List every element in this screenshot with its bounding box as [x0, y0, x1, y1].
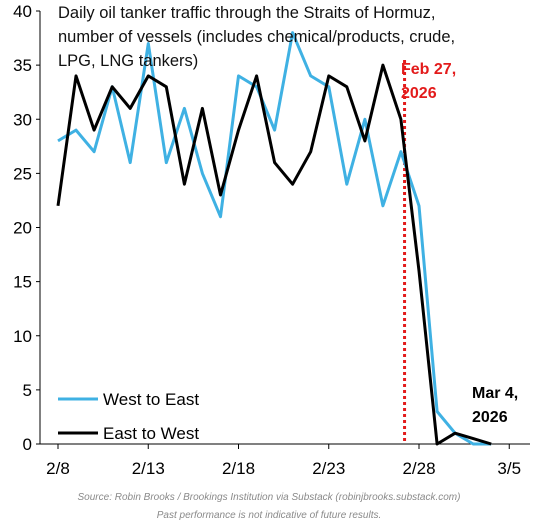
y-tick-label: 10	[13, 327, 32, 346]
y-tick-label: 40	[13, 2, 32, 21]
title-line-3: LPG, LNG tankers)	[58, 52, 198, 70]
title-line-2: number of vessels (includes chemical/pro…	[58, 28, 455, 46]
x-tick-label: 2/28	[402, 459, 435, 478]
annotation-mar4: Mar 4, 2026	[472, 385, 518, 426]
x-axis-ticks: 2/8 2/13 2/18 2/23 2/28 3/5	[46, 444, 521, 478]
title-line-1: Daily oil tanker traffic through the Str…	[58, 4, 436, 22]
chart-title: Daily oil tanker traffic through the Str…	[58, 4, 455, 70]
y-tick-label: 35	[13, 56, 32, 75]
y-tick-label: 30	[13, 110, 32, 129]
legend: West to East East to West	[58, 390, 199, 443]
x-tick-label: 2/8	[46, 459, 70, 478]
y-tick-label: 5	[23, 381, 32, 400]
annotation-mar4-line-1: Mar 4,	[472, 385, 518, 402]
y-axis-ticks: 0 5 10 15 20 25 30 35 40	[13, 2, 40, 454]
series-group	[56, 31, 492, 446]
x-tick-label: 2/23	[312, 459, 345, 478]
legend-label-west-to-east: West to East	[103, 390, 199, 409]
annotation-mar4-line-2: 2026	[472, 409, 508, 426]
annotation-feb27: Feb 27, 2026	[401, 61, 456, 102]
x-tick-label: 3/5	[497, 459, 521, 478]
y-tick-label: 0	[23, 435, 32, 454]
source-line-1: Source: Robin Brooks / Brookings Institu…	[78, 492, 461, 503]
series-line-west-to-east	[57, 31, 492, 446]
legend-label-east-to-west: East to West	[103, 424, 199, 443]
source-note: Source: Robin Brooks / Brookings Institu…	[78, 492, 461, 521]
x-tick-label: 2/13	[132, 459, 165, 478]
y-tick-label: 20	[13, 219, 32, 238]
y-tick-label: 15	[13, 273, 32, 292]
annotation-feb27-line-1: Feb 27,	[401, 61, 456, 78]
y-tick-label: 25	[13, 164, 32, 183]
x-tick-label: 2/18	[222, 459, 255, 478]
annotation-feb27-line-2: 2026	[401, 85, 437, 102]
source-line-2: Past performance is not indicative of fu…	[157, 510, 382, 521]
series-line-east-to-west	[56, 63, 492, 446]
